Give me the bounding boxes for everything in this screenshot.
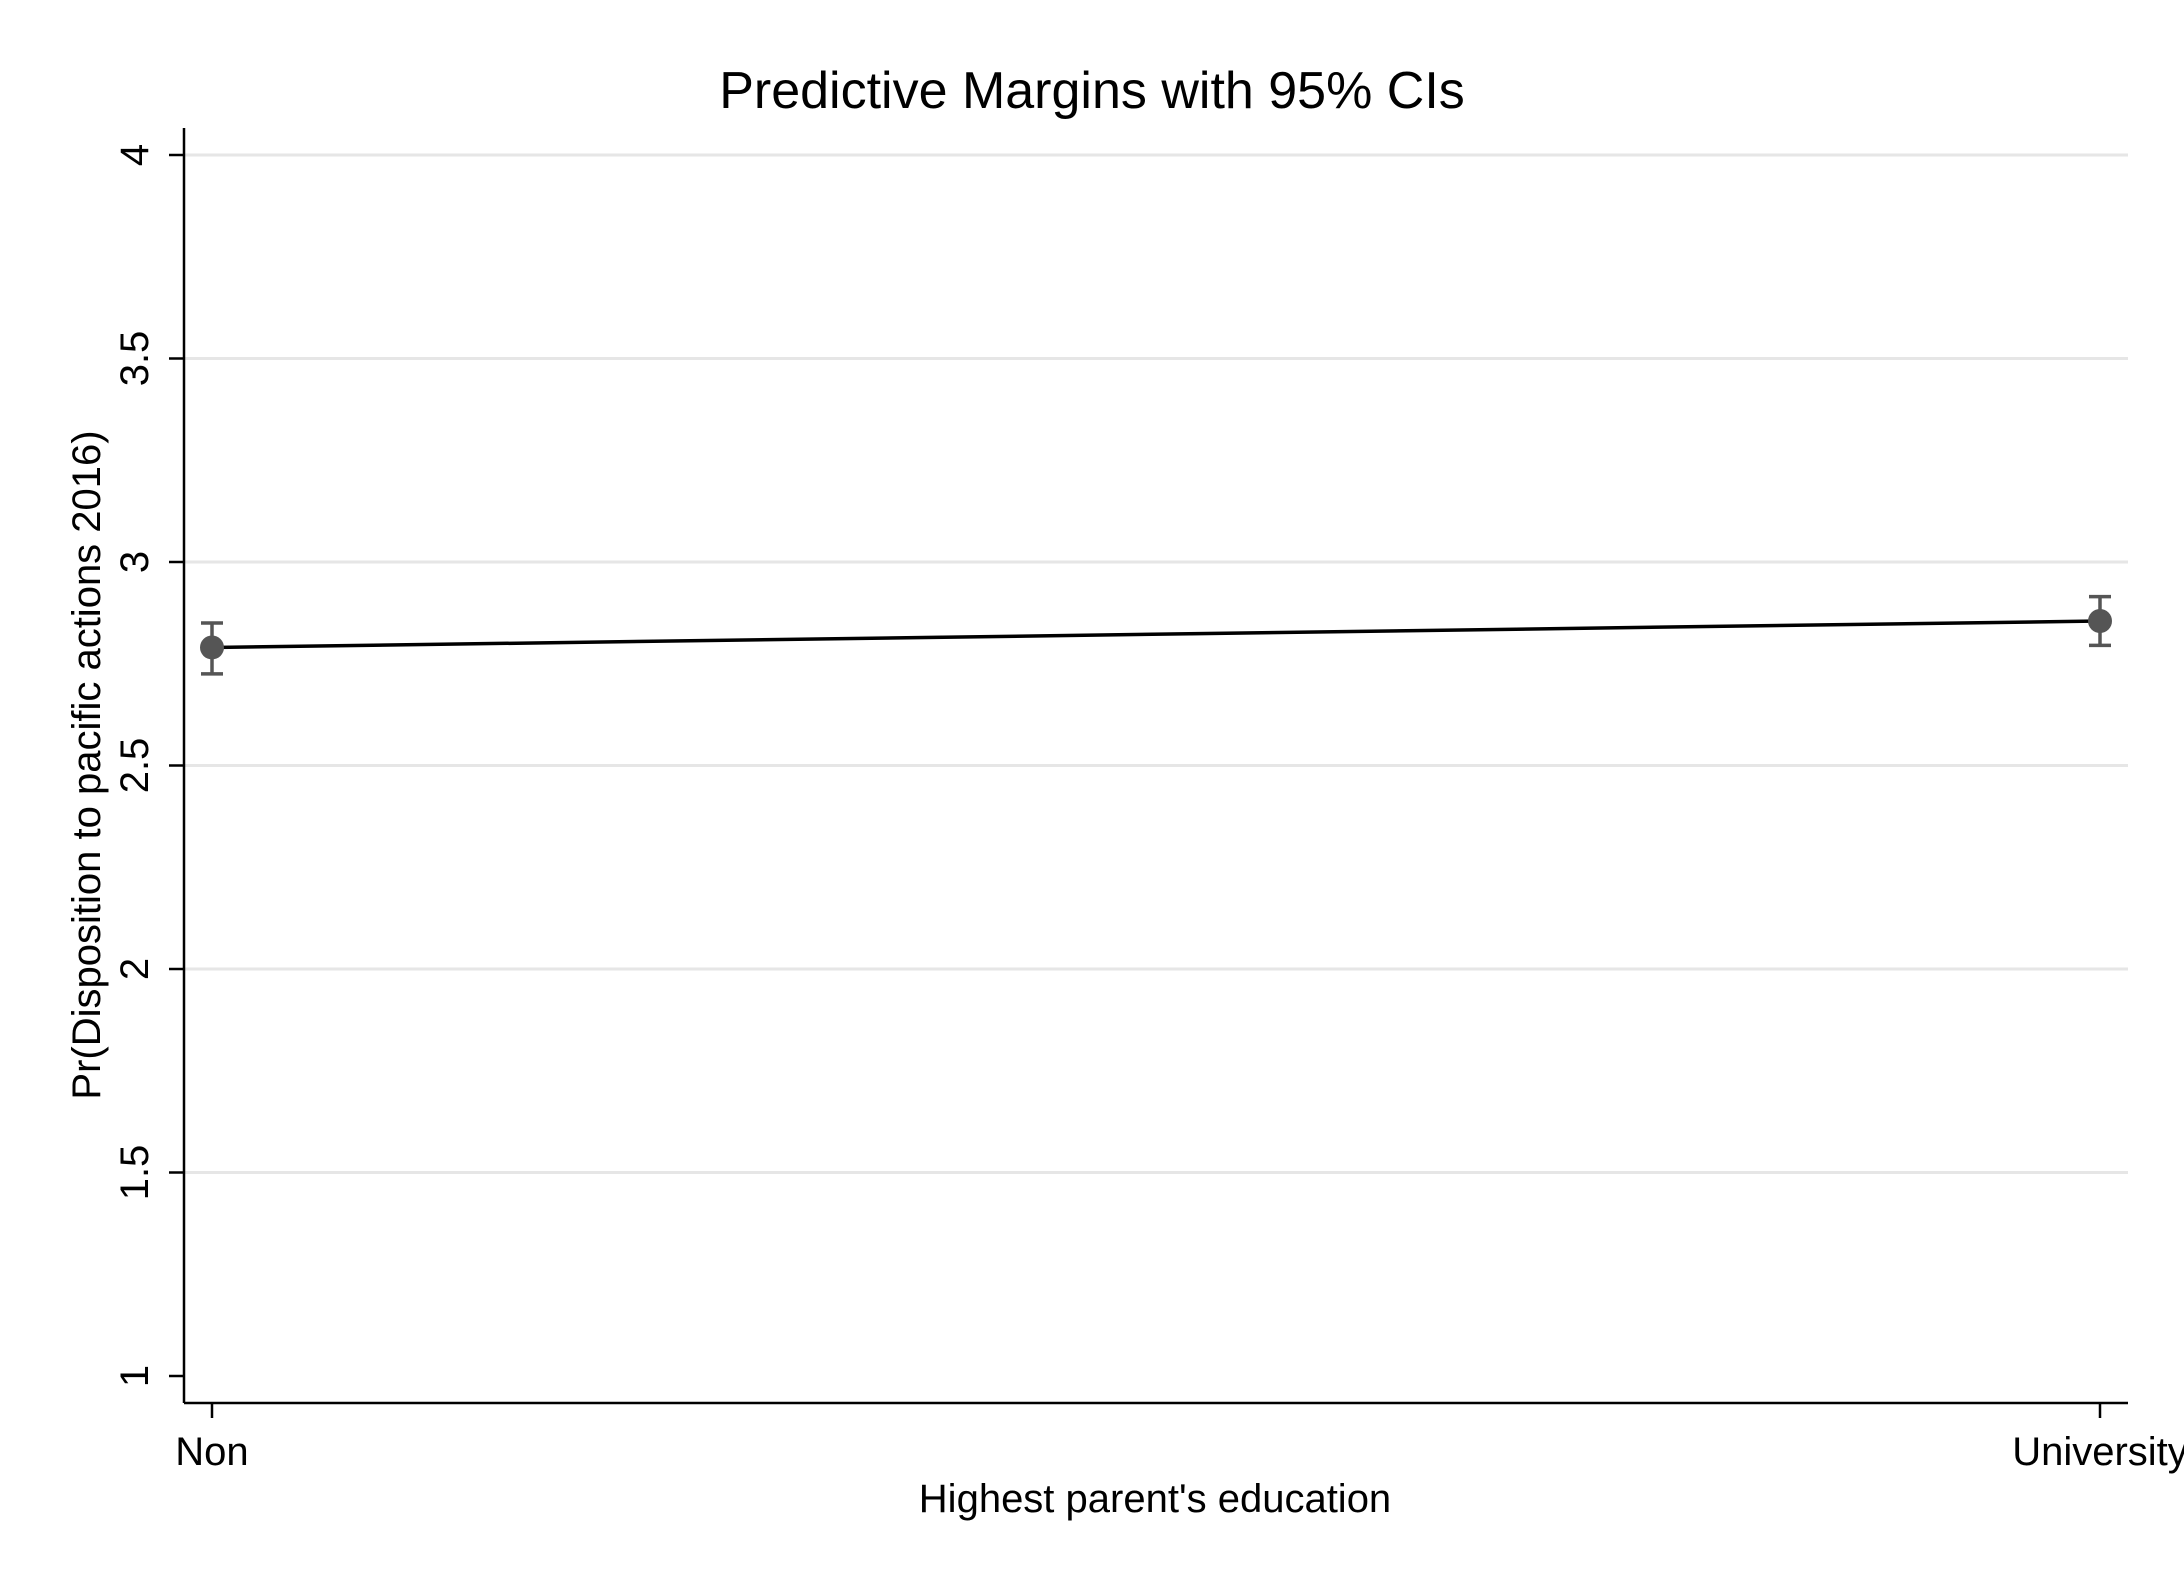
y-axis-title: Pr(Disposition to pacific actions 2016) <box>65 430 109 1099</box>
y-tick-label: 2.5 <box>113 738 157 794</box>
y-axis-ticks: 1 1.5 2 2.5 3 3.5 4 <box>113 144 184 1387</box>
x-tick-label: University <box>2012 1430 2184 1474</box>
series-line <box>211 619 2101 650</box>
x-axis-ticks: Non University <box>175 1403 2184 1474</box>
x-axis-title: Highest parent's education <box>919 1477 1391 1521</box>
y-tick-label: 3 <box>113 551 157 573</box>
data-point <box>200 635 224 660</box>
y-tick-label: 4 <box>113 144 157 166</box>
gridlines <box>184 153 2128 1174</box>
y-tick-label: 3.5 <box>113 331 157 387</box>
plot-area <box>200 594 2112 676</box>
y-tick-label: 2 <box>113 958 157 980</box>
x-tick-label: Non <box>175 1430 248 1474</box>
data-point <box>2088 609 2112 634</box>
y-tick-label: 1 <box>113 1365 157 1387</box>
chart-title: Predictive Margins with 95% CIs <box>719 62 1465 120</box>
y-tick-label: 1.5 <box>113 1145 157 1201</box>
